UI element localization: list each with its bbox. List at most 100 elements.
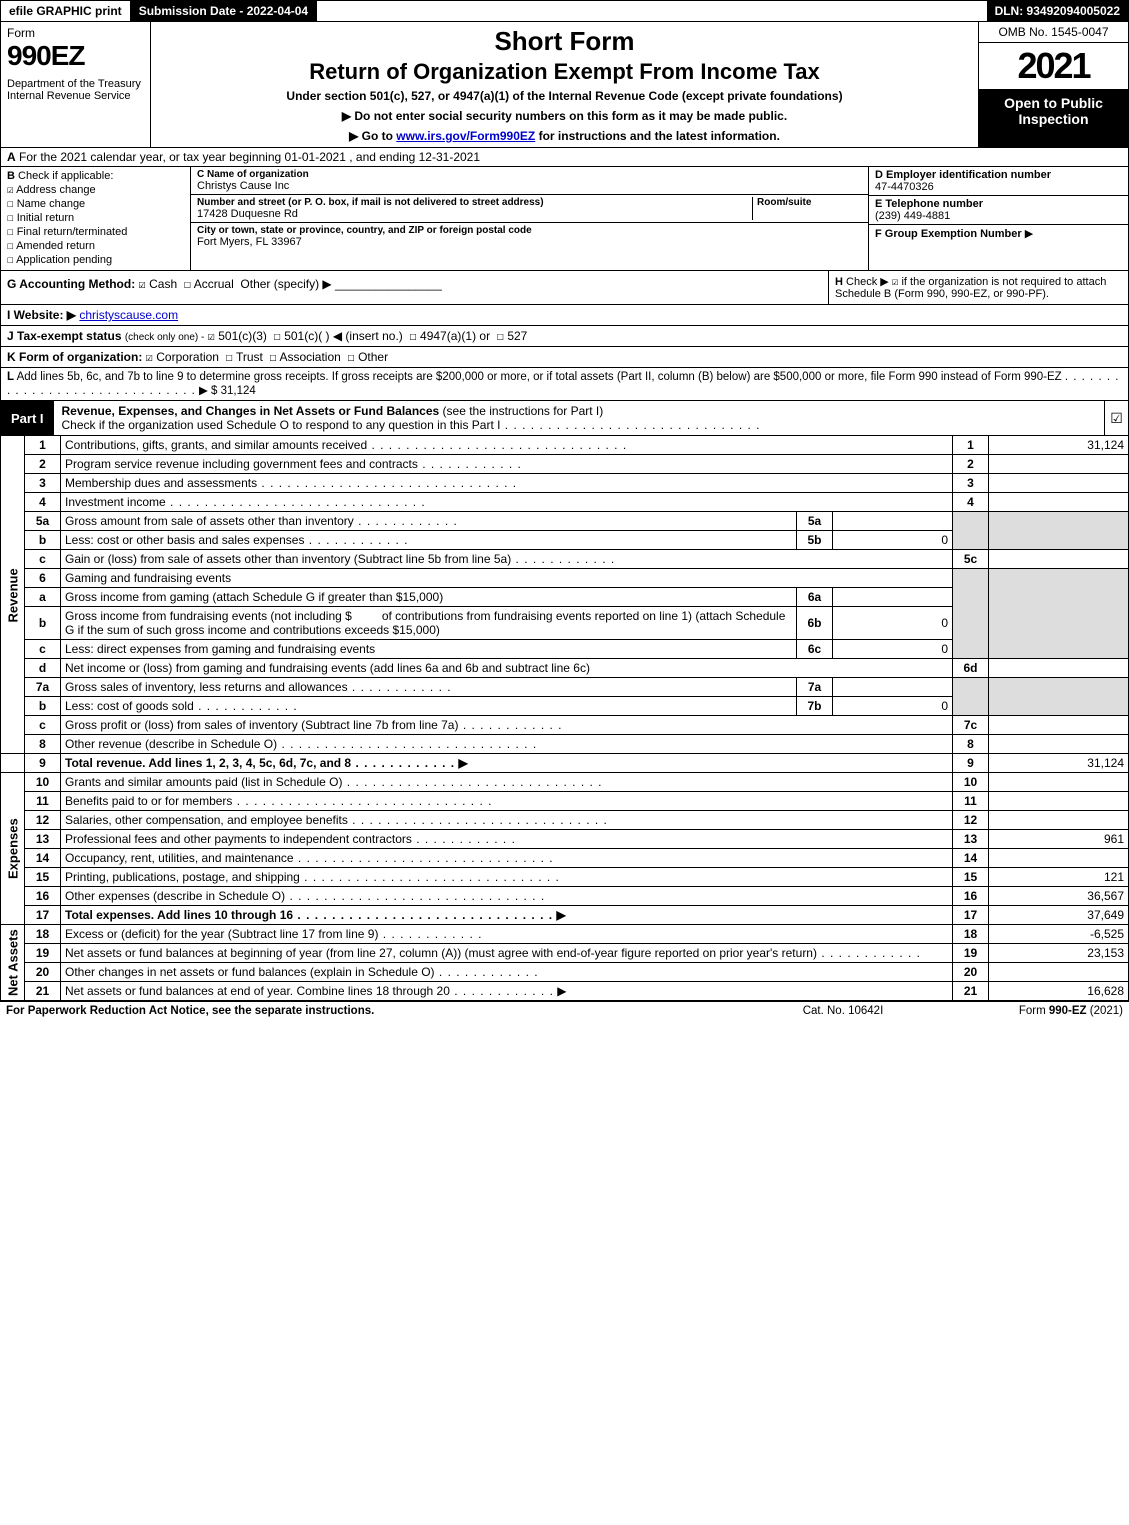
line-desc: Less: cost or other basis and sales expe…	[65, 533, 304, 547]
check-icon[interactable]: ☑	[139, 277, 146, 291]
j-opt-2: 4947(a)(1) or	[420, 329, 490, 343]
net-assets-side-label: Net Assets	[1, 925, 25, 1001]
line-desc: Occupancy, rent, utilities, and maintena…	[65, 851, 294, 865]
line-11: 11 Benefits paid to or for members 11	[1, 792, 1129, 811]
form-footer-label: Form 990-EZ (2021)	[943, 1005, 1123, 1017]
line-value	[989, 455, 1129, 474]
street-value: 17428 Duquesne Rd	[197, 208, 752, 220]
dots	[500, 418, 760, 432]
line-8: 8 Other revenue (describe in Schedule O)…	[1, 735, 1129, 754]
line-desc: Professional fees and other payments to …	[65, 832, 412, 846]
room-label: Room/suite	[757, 197, 862, 208]
line-desc: Net assets or fund balances at end of ye…	[65, 984, 450, 998]
line-value: 31,124	[989, 754, 1129, 773]
check-icon[interactable]: ☑	[208, 329, 215, 343]
line-value	[989, 811, 1129, 830]
form-header: Form 990EZ Department of the Treasury In…	[0, 22, 1129, 148]
line-desc: Gross income from gaming (attach Schedul…	[61, 588, 797, 607]
line-6: 6 Gaming and fundraising events	[1, 569, 1129, 588]
uncheck-icon: ☐	[7, 211, 14, 224]
line-value	[833, 678, 953, 697]
form-word: Form	[7, 26, 144, 40]
uncheck-icon[interactable]: ☐	[184, 277, 191, 291]
section-h-letter: H	[835, 276, 843, 288]
line-value: 0	[833, 607, 953, 640]
checkbox-name-change[interactable]: ☐ Name change	[7, 197, 184, 210]
uncheck-icon[interactable]: ☐	[226, 350, 233, 364]
line-value: 23,153	[989, 944, 1129, 963]
section-def: D Employer identification number 47-4470…	[868, 167, 1128, 270]
line-14: 14 Occupancy, rent, utilities, and maint…	[1, 849, 1129, 868]
line-desc: Net assets or fund balances at beginning…	[65, 946, 817, 960]
line-desc: Investment income	[65, 495, 166, 509]
checkbox-application-pending[interactable]: ☐ Application pending	[7, 253, 184, 266]
uncheck-icon[interactable]: ☐	[409, 329, 416, 343]
line-12: 12 Salaries, other compensation, and emp…	[1, 811, 1129, 830]
uncheck-icon: ☐	[7, 197, 14, 210]
city-value: Fort Myers, FL 33967	[197, 236, 862, 248]
line-17: 17 Total expenses. Add lines 10 through …	[1, 906, 1129, 925]
part1-schedule-o-check[interactable]: ☑	[1104, 401, 1128, 435]
check-icon[interactable]: ☑	[146, 350, 153, 364]
efile-print-label[interactable]: efile GRAPHIC print	[1, 1, 131, 21]
accounting-accrual: Accrual	[194, 277, 234, 291]
phone-value: (239) 449-4881	[875, 210, 1122, 222]
accounting-cash: Cash	[149, 277, 177, 291]
row-gh: G Accounting Method: ☑ Cash ☐ Accrual Ot…	[0, 271, 1129, 305]
j-opt-3: 527	[507, 329, 527, 343]
open-to-public: Open to Public Inspection	[979, 89, 1128, 147]
section-f: F Group Exemption Number ▶	[869, 225, 1128, 270]
line-desc: Total expenses. Add lines 10 through 16	[65, 908, 293, 922]
line-7c: c Gross profit or (loss) from sales of i…	[1, 716, 1129, 735]
line-desc: Other revenue (describe in Schedule O)	[65, 737, 277, 751]
line-value	[989, 792, 1129, 811]
street-row: Number and street (or P. O. box, if mail…	[191, 195, 868, 223]
accounting-other: Other (specify) ▶	[240, 277, 331, 291]
website-link[interactable]: christyscause.com	[79, 308, 178, 322]
section-l: L Add lines 5b, 6c, and 7b to line 9 to …	[0, 368, 1129, 401]
section-l-letter: L	[7, 371, 14, 383]
line-desc: Total revenue. Add lines 1, 2, 3, 4, 5c,…	[65, 756, 351, 770]
city-label: City or town, state or province, country…	[197, 225, 862, 236]
section-j-label: J Tax-exempt status	[7, 329, 122, 343]
top-bar: efile GRAPHIC print Submission Date - 20…	[0, 0, 1129, 22]
section-a-letter: A	[7, 150, 16, 164]
submission-date: Submission Date - 2022-04-04	[131, 1, 317, 21]
uncheck-icon: ☐	[7, 253, 14, 266]
line-desc: Gross profit or (loss) from sales of inv…	[65, 718, 458, 732]
revenue-side-label: Revenue	[1, 436, 25, 754]
checkbox-final-return[interactable]: ☐ Final return/terminated	[7, 225, 184, 238]
department: Department of the Treasury Internal Reve…	[7, 78, 144, 102]
dln: DLN: 93492094005022	[987, 1, 1128, 21]
line-6d: d Net income or (loss) from gaming and f…	[1, 659, 1129, 678]
uncheck-icon[interactable]: ☐	[274, 329, 281, 343]
uncheck-icon[interactable]: ☐	[348, 350, 355, 364]
tax-year: 2021	[979, 43, 1128, 89]
page-footer: For Paperwork Reduction Act Notice, see …	[0, 1001, 1129, 1020]
instr-no-ssn: ▶ Do not enter social security numbers o…	[159, 109, 970, 123]
line-desc: Program service revenue including govern…	[65, 457, 418, 471]
instr-website: ▶ Go to www.irs.gov/Form990EZ for instru…	[159, 129, 970, 143]
line-desc: Gaming and fundraising events	[61, 569, 953, 588]
uncheck-icon: ☐	[7, 239, 14, 252]
section-a-text: For the 2021 calendar year, or tax year …	[19, 150, 480, 164]
line-desc: Grants and similar amounts paid (list in…	[65, 775, 342, 789]
checkbox-address-change[interactable]: ☑ Address change	[7, 183, 184, 196]
checkbox-initial-return[interactable]: ☐ Initial return	[7, 211, 184, 224]
line-value: 31,124	[989, 436, 1129, 455]
uncheck-icon: ☐	[7, 225, 14, 238]
org-name-row: C Name of organization Christys Cause In…	[191, 167, 868, 195]
street-label: Number and street (or P. O. box, if mail…	[197, 197, 752, 208]
line-value	[833, 588, 953, 607]
expenses-side-label: Expenses	[1, 773, 25, 925]
checkbox-amended-return[interactable]: ☐ Amended return	[7, 239, 184, 252]
line-18: Net Assets 18 Excess or (deficit) for th…	[1, 925, 1129, 944]
line-value	[989, 550, 1129, 569]
irs-link[interactable]: www.irs.gov/Form990EZ	[396, 129, 535, 143]
line-value	[989, 773, 1129, 792]
section-i: I Website: ▶ christyscause.com	[0, 305, 1129, 326]
line-desc: Less: direct expenses from gaming and fu…	[61, 640, 797, 659]
line-desc: Gain or (loss) from sale of assets other…	[65, 552, 511, 566]
uncheck-icon[interactable]: ☐	[497, 329, 504, 343]
uncheck-icon[interactable]: ☐	[270, 350, 277, 364]
